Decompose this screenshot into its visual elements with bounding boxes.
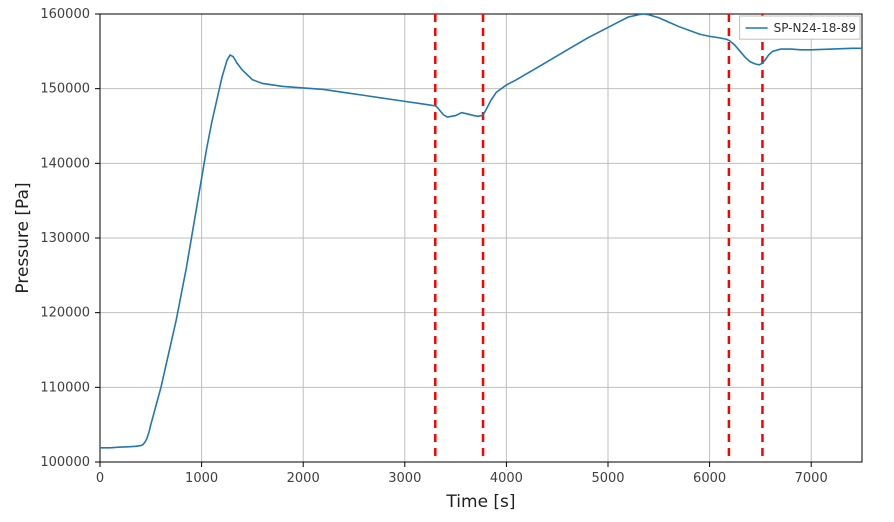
legend: SP-N24-18-89: [740, 16, 860, 39]
y-tick-label: 100000: [40, 455, 90, 470]
y-tick-label: 120000: [40, 306, 90, 321]
x-tick-label: 4000: [490, 471, 523, 486]
legend-item-label: SP-N24-18-89: [774, 21, 856, 35]
x-tick-label: 3000: [388, 471, 421, 486]
y-tick-label: 140000: [40, 156, 90, 171]
grid: [100, 14, 862, 462]
x-tick-label: 2000: [287, 471, 320, 486]
y-axis-label: Pressure [Pa]: [13, 182, 33, 293]
x-tick-label: 5000: [591, 471, 624, 486]
y-tick-label: 150000: [40, 82, 90, 97]
chart-svg: 0 1000 2000 3000 4000 5000 6000 7000 100000 11000…: [0, 0, 894, 522]
x-tick-label: 6000: [693, 471, 726, 486]
y-tick-label: 130000: [40, 231, 90, 246]
x-tick-label: 1000: [185, 471, 218, 486]
y-tick-label: 160000: [40, 7, 90, 22]
x-tick-label: 7000: [795, 471, 828, 486]
series-SP-N24-18-89: [100, 14, 862, 448]
x-tick-label: 0: [96, 471, 104, 486]
x-axis-label: Time [s]: [445, 492, 515, 512]
y-tick-label: 110000: [40, 380, 90, 395]
pressure-time-chart: 0 1000 2000 3000 4000 5000 6000 7000 100000 11000…: [0, 0, 894, 522]
